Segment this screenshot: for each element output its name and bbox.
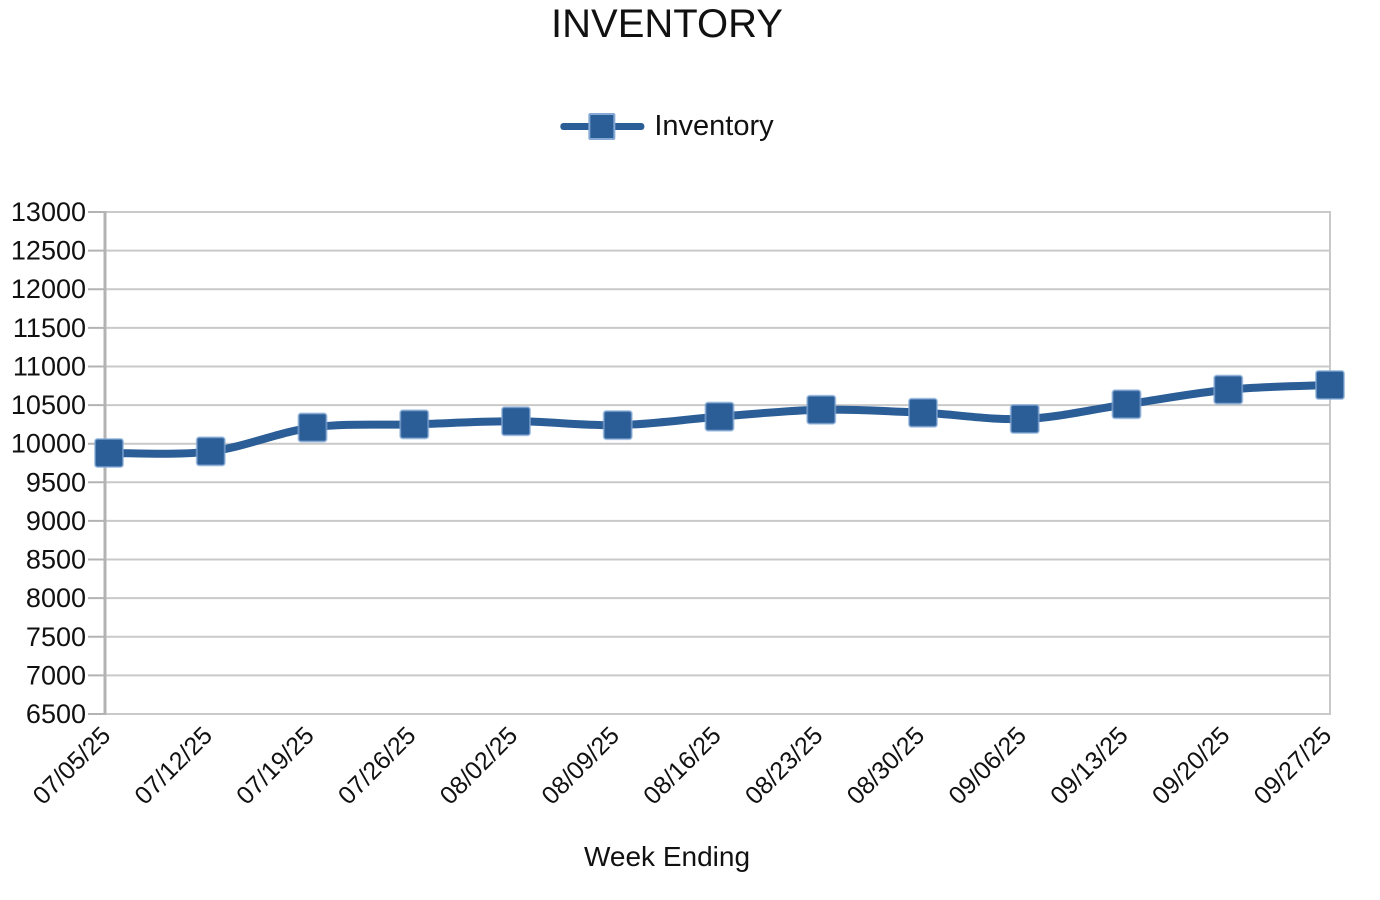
chart-title: INVENTORY xyxy=(551,2,783,46)
x-tick-label: 08/23/25 xyxy=(740,721,829,810)
data-point-marker xyxy=(1111,389,1142,420)
x-tick-label: 09/20/25 xyxy=(1147,721,1236,810)
x-tick-label: 07/19/25 xyxy=(231,721,320,810)
x-tick-label: 07/12/25 xyxy=(129,721,218,810)
y-tick-label: 7500 xyxy=(26,622,86,652)
legend-square-icon xyxy=(588,113,616,140)
data-point-marker xyxy=(501,406,531,437)
y-tick-label: 12000 xyxy=(11,274,86,304)
y-tick-label: 10000 xyxy=(11,429,86,459)
legend-label: Inventory xyxy=(654,110,774,142)
data-point-marker xyxy=(602,410,633,441)
x-tick-label: 08/02/25 xyxy=(435,721,524,810)
legend-series-marker-icon xyxy=(560,112,645,141)
data-point-marker xyxy=(908,397,938,428)
y-tick-label: 9000 xyxy=(26,506,86,536)
y-tick-label: 9500 xyxy=(26,467,86,497)
y-tick-label: 6500 xyxy=(26,699,86,729)
data-point-marker xyxy=(399,409,430,440)
y-tick-label: 8500 xyxy=(26,545,86,575)
data-point-marker xyxy=(1315,369,1345,400)
y-tick-label: 10500 xyxy=(11,390,86,420)
data-point-marker xyxy=(195,436,226,467)
data-point-marker xyxy=(704,401,735,432)
x-tick-label: 07/26/25 xyxy=(333,721,422,810)
x-tick-label: 09/27/25 xyxy=(1249,721,1338,810)
y-tick-label: 8000 xyxy=(26,583,86,613)
data-point-marker xyxy=(1213,374,1244,405)
data-point-marker xyxy=(297,412,328,443)
y-tick-label: 11000 xyxy=(13,351,86,381)
y-tick-label: 13000 xyxy=(11,197,86,227)
x-tick-label: 08/30/25 xyxy=(842,721,931,810)
legend: Inventory xyxy=(560,110,774,143)
data-point-marker xyxy=(94,437,124,468)
x-tick-label: 08/16/25 xyxy=(638,721,727,810)
data-point-marker xyxy=(1009,403,1040,434)
data-point-marker xyxy=(806,394,837,425)
y-tick-label: 7000 xyxy=(26,660,86,690)
x-tick-label: 08/09/25 xyxy=(536,721,625,810)
y-tick-label: 11500 xyxy=(13,313,86,343)
y-tick-label: 12500 xyxy=(11,236,86,266)
x-tick-label: 09/06/25 xyxy=(943,721,1032,810)
x-tick-label: 07/05/25 xyxy=(28,721,117,810)
x-tick-label: 09/13/25 xyxy=(1045,721,1134,810)
x-axis-title: Week Ending xyxy=(583,841,751,872)
